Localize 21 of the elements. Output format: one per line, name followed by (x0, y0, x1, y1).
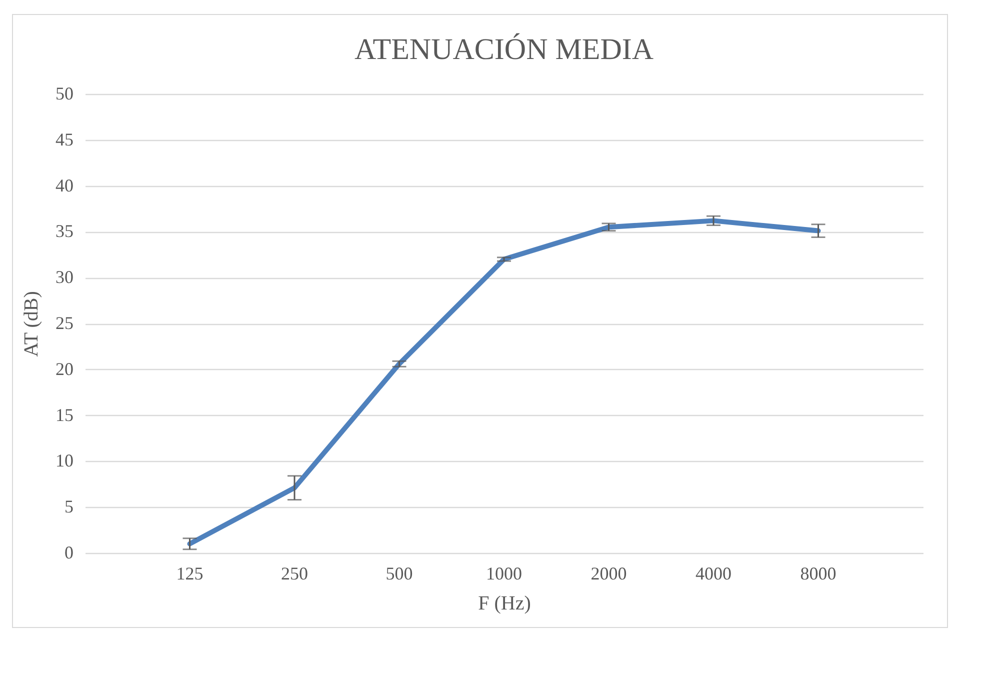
x-tick-label: 500 (386, 564, 413, 584)
y-tick-label: 40 (56, 175, 74, 196)
y-tick-label: 0 (64, 542, 74, 562)
x-tick-label: 250 (281, 564, 308, 584)
y-tick-label: 30 (56, 267, 74, 288)
y-tick-label: 5 (64, 496, 74, 517)
x-tick-label: 4000 (696, 564, 732, 584)
y-tick-label: 35 (56, 221, 74, 242)
x-tick-label: 1000 (486, 564, 522, 584)
y-axis-title: AT (dB) (20, 291, 42, 357)
y-tick-label: 20 (56, 358, 74, 379)
x-axis-title: F (Hz) (478, 592, 531, 614)
y-tick-label: 10 (56, 450, 74, 471)
y-tick-label: 15 (56, 404, 74, 425)
x-tick-label: 8000 (800, 564, 836, 584)
y-tick-label: 45 (56, 129, 74, 150)
x-tick-label: 2000 (590, 564, 627, 584)
chart-title: ATENUACIÓN MEDIA (354, 33, 654, 66)
y-tick-label: 50 (56, 84, 74, 104)
x-tick-label: 125 (176, 564, 204, 584)
y-tick-label: 25 (56, 313, 74, 333)
